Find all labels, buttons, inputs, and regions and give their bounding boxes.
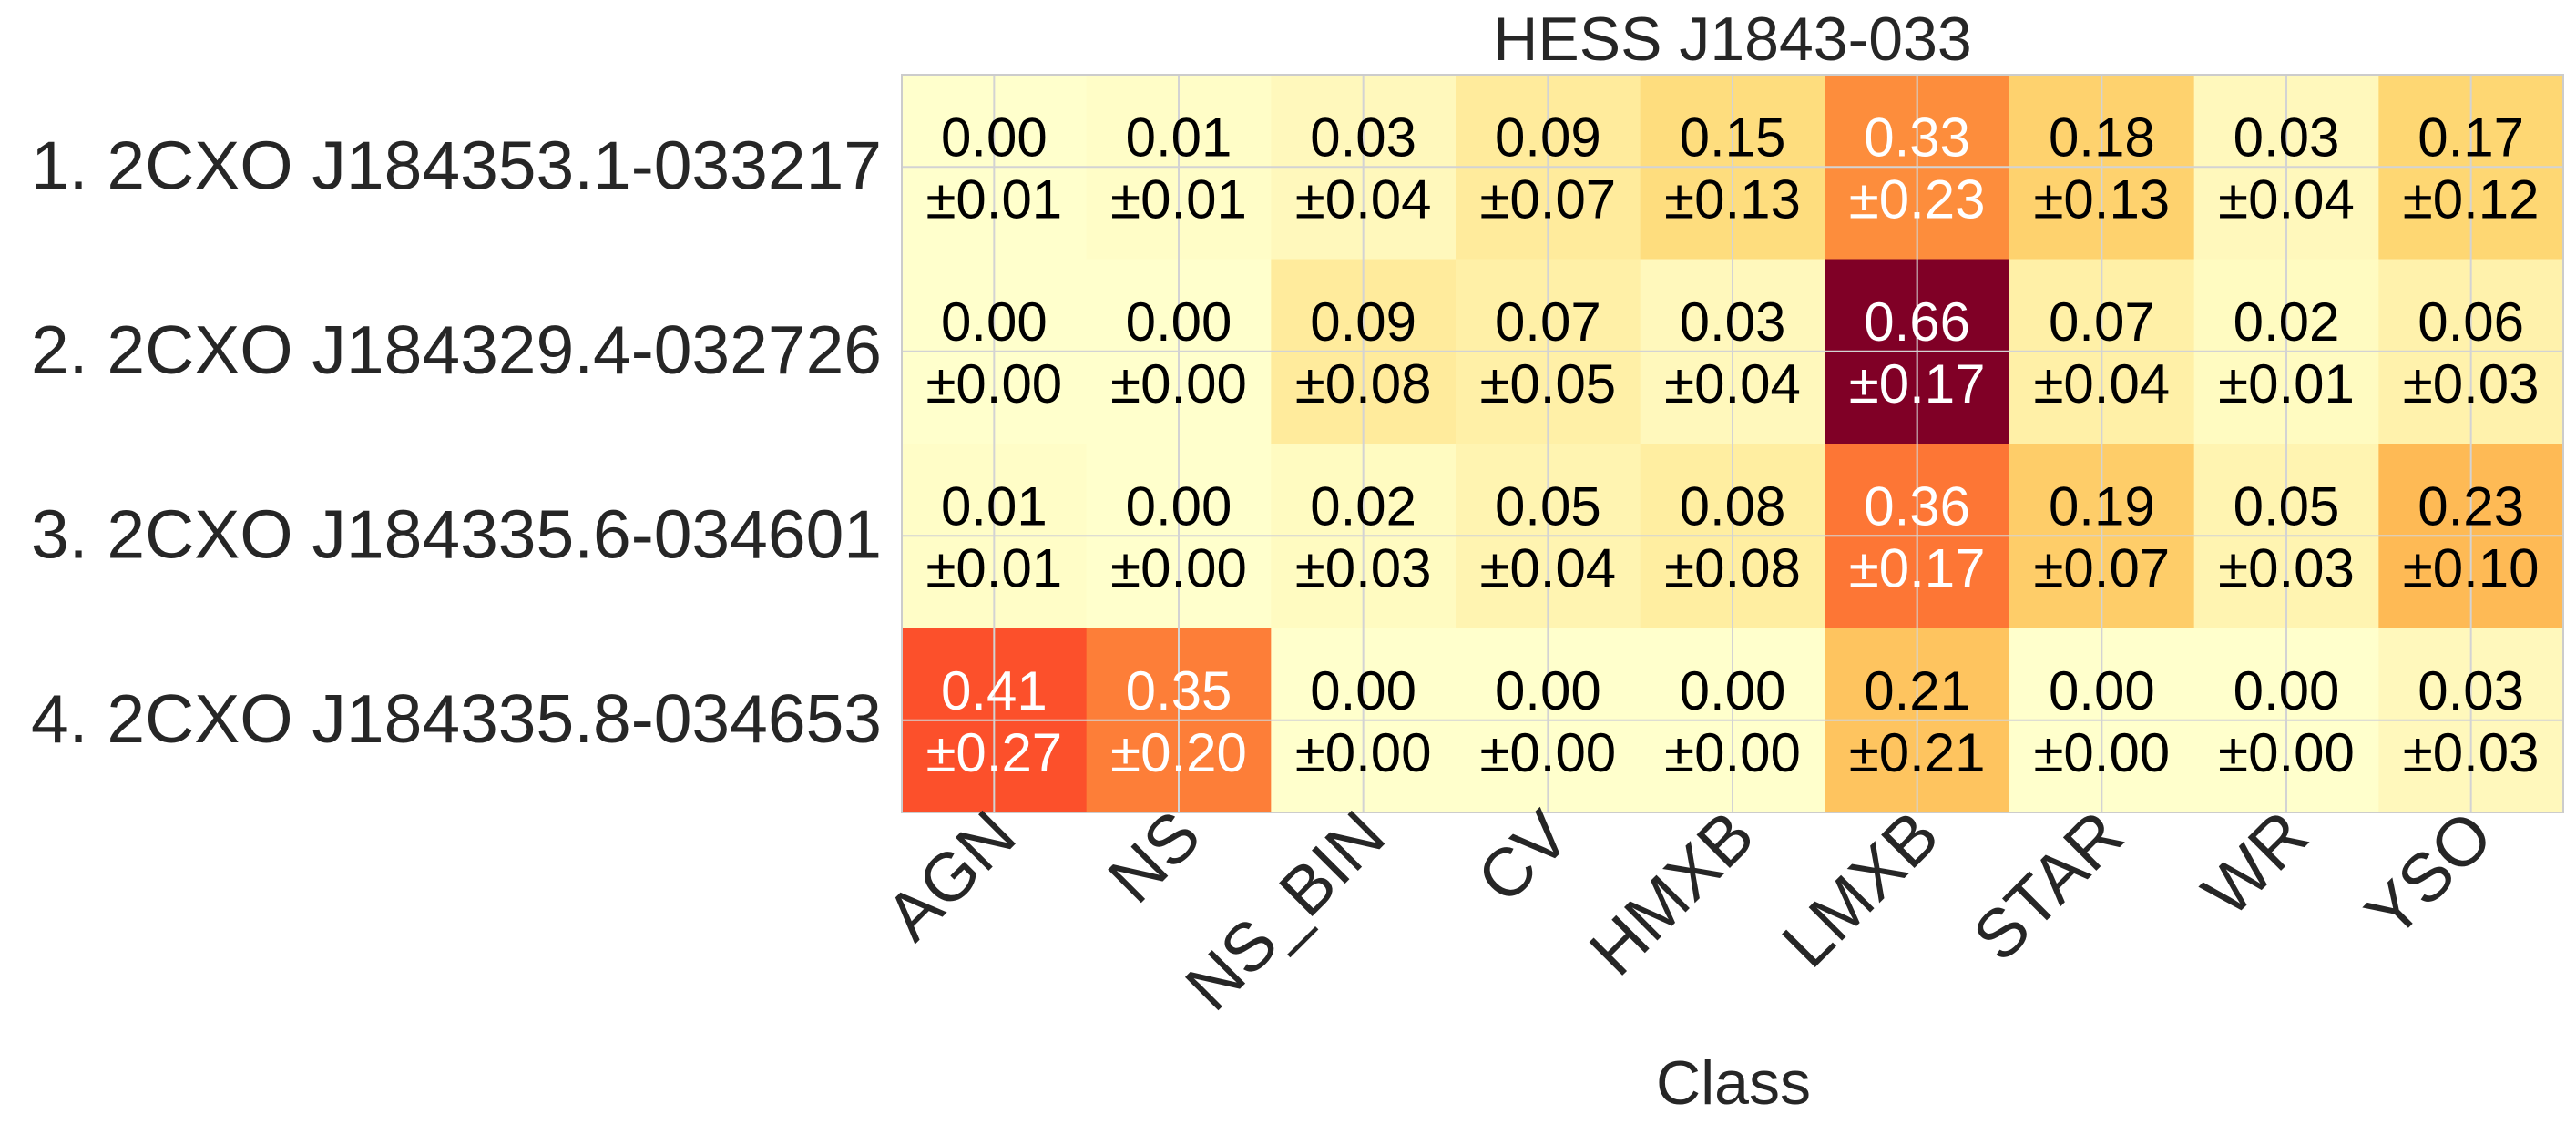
cell-error-label: ±0.00: [1664, 722, 1801, 783]
cell-error-label: ±0.12: [2403, 169, 2540, 230]
cell-value-label: 0.23: [2418, 475, 2524, 536]
row-labels: 1. 2CXO J184353.1-033217 2. 2CXO J184329.…: [31, 127, 882, 757]
cell-error-label: ±0.00: [1295, 722, 1432, 783]
cell-error-label: ±0.01: [925, 169, 1062, 230]
cell-value-label: 0.00: [2234, 660, 2340, 721]
cell-value-label: 0.09: [1495, 107, 1601, 168]
row-label: 4. 2CXO J184335.8-034653: [31, 680, 882, 757]
cell-error-label: ±0.10: [2403, 537, 2540, 598]
cell-value-label: 0.03: [2234, 107, 2340, 168]
cell-value-label: 0.21: [1864, 660, 1970, 721]
cell-error-label: ±0.04: [2218, 169, 2355, 230]
cell-error-label: ±0.17: [1849, 353, 1986, 414]
cell-error-label: ±0.13: [1664, 169, 1801, 230]
cell-value-label: 0.02: [2234, 291, 2340, 352]
cell-error-label: ±0.00: [2218, 722, 2355, 783]
cell-value-label: 0.36: [1864, 475, 1970, 536]
cell-error-label: ±0.01: [2218, 353, 2355, 414]
cell-error-label: ±0.00: [1479, 722, 1616, 783]
cell-value-label: 0.05: [1495, 475, 1601, 536]
cell-error-label: ±0.21: [1849, 722, 1986, 783]
cell-error-label: ±0.20: [1110, 722, 1247, 783]
cell-value-label: 0.17: [2418, 107, 2524, 168]
cell-error-label: ±0.07: [2033, 537, 2170, 598]
cell-value-label: 0.00: [2049, 660, 2155, 721]
x-tick-label: NS: [1093, 796, 1214, 917]
cell-error-label: ±0.27: [925, 722, 1062, 783]
x-axis-label: Class: [1656, 1048, 1811, 1118]
cell-error-label: ±0.08: [1295, 353, 1432, 414]
cell-value-label: 0.00: [941, 107, 1048, 168]
cell-value-label: 0.00: [1680, 660, 1786, 721]
cell-value-label: 0.08: [1680, 475, 1786, 536]
x-tick-label: AGN: [871, 796, 1029, 955]
x-tick-label: STAR: [1958, 796, 2138, 976]
cell-value-label: 0.19: [2049, 475, 2155, 536]
cell-value-label: 0.01: [941, 475, 1048, 536]
row-label: 2. 2CXO J184329.4-032726: [31, 312, 882, 388]
cell-error-label: ±0.03: [2403, 722, 2540, 783]
cell-value-label: 0.15: [1680, 107, 1786, 168]
cell-value-label: 0.35: [1126, 660, 1232, 721]
cell-value-label: 0.33: [1864, 107, 1970, 168]
cell-value-label: 0.05: [2234, 475, 2340, 536]
cell-error-label: ±0.03: [2403, 353, 2540, 414]
cell-value-label: 0.00: [941, 291, 1048, 352]
x-tick-label: YSO: [2351, 796, 2507, 952]
cell-value-label: 0.07: [2049, 291, 2155, 352]
cell-error-label: ±0.00: [925, 353, 1062, 414]
cell-value-label: 0.09: [1310, 291, 1416, 352]
cell-value-label: 0.03: [1680, 291, 1786, 352]
cell-value-label: 0.00: [1495, 660, 1601, 721]
cell-error-label: ±0.08: [1664, 537, 1801, 598]
cell-error-label: ±0.03: [2218, 537, 2355, 598]
cell-error-label: ±0.05: [1479, 353, 1616, 414]
row-label: 1. 2CXO J184353.1-033217: [31, 127, 882, 203]
grid-lines: [902, 75, 2563, 812]
cell-value-label: 0.01: [1126, 107, 1232, 168]
cell-error-label: ±0.04: [2033, 353, 2170, 414]
cell-error-label: ±0.01: [925, 537, 1062, 598]
cell-value-label: 0.66: [1864, 291, 1970, 352]
cell-value-label: 0.00: [1126, 475, 1232, 536]
cell-value-label: 0.00: [1126, 291, 1232, 352]
cell-labels: 0.00±0.010.01±0.010.03±0.040.09±0.070.15…: [925, 107, 2539, 783]
cell-value-label: 0.00: [1310, 660, 1416, 721]
cell-error-label: ±0.00: [1110, 537, 1247, 598]
plot-frame: [901, 74, 2564, 813]
cell-error-label: ±0.07: [1479, 169, 1616, 230]
chart-title: HESS J1843-033: [1493, 5, 1971, 74]
x-tick-label: WR: [2188, 796, 2323, 931]
x-tick-label: HMXB: [1575, 796, 1769, 990]
cell-error-label: ±0.13: [2033, 169, 2170, 230]
cell-error-label: ±0.23: [1849, 169, 1986, 230]
cell-value-label: 0.03: [2418, 660, 2524, 721]
cell-error-label: ±0.00: [1110, 353, 1247, 414]
cell-error-label: ±0.04: [1295, 169, 1432, 230]
cell-value-label: 0.03: [1310, 107, 1416, 168]
cell-error-label: ±0.01: [1110, 169, 1247, 230]
cell-value-label: 0.02: [1310, 475, 1416, 536]
cell-value-label: 0.07: [1495, 291, 1601, 352]
cell-error-label: ±0.00: [2033, 722, 2170, 783]
row-label: 3. 2CXO J184335.6-034601: [31, 495, 882, 572]
x-tick-label: LMXB: [1767, 796, 1953, 982]
cell-value-label: 0.18: [2049, 107, 2155, 168]
cell-error-label: ±0.03: [1295, 537, 1432, 598]
cell-error-label: ±0.04: [1479, 537, 1616, 598]
x-tick-label: CV: [1463, 796, 1584, 917]
cell-error-label: ±0.17: [1849, 537, 1986, 598]
cell-error-label: ±0.04: [1664, 353, 1801, 414]
cell-value-label: 0.41: [941, 660, 1048, 721]
x-tick-label: NS_BIN: [1170, 796, 1399, 1025]
cell-value-label: 0.06: [2418, 291, 2524, 352]
